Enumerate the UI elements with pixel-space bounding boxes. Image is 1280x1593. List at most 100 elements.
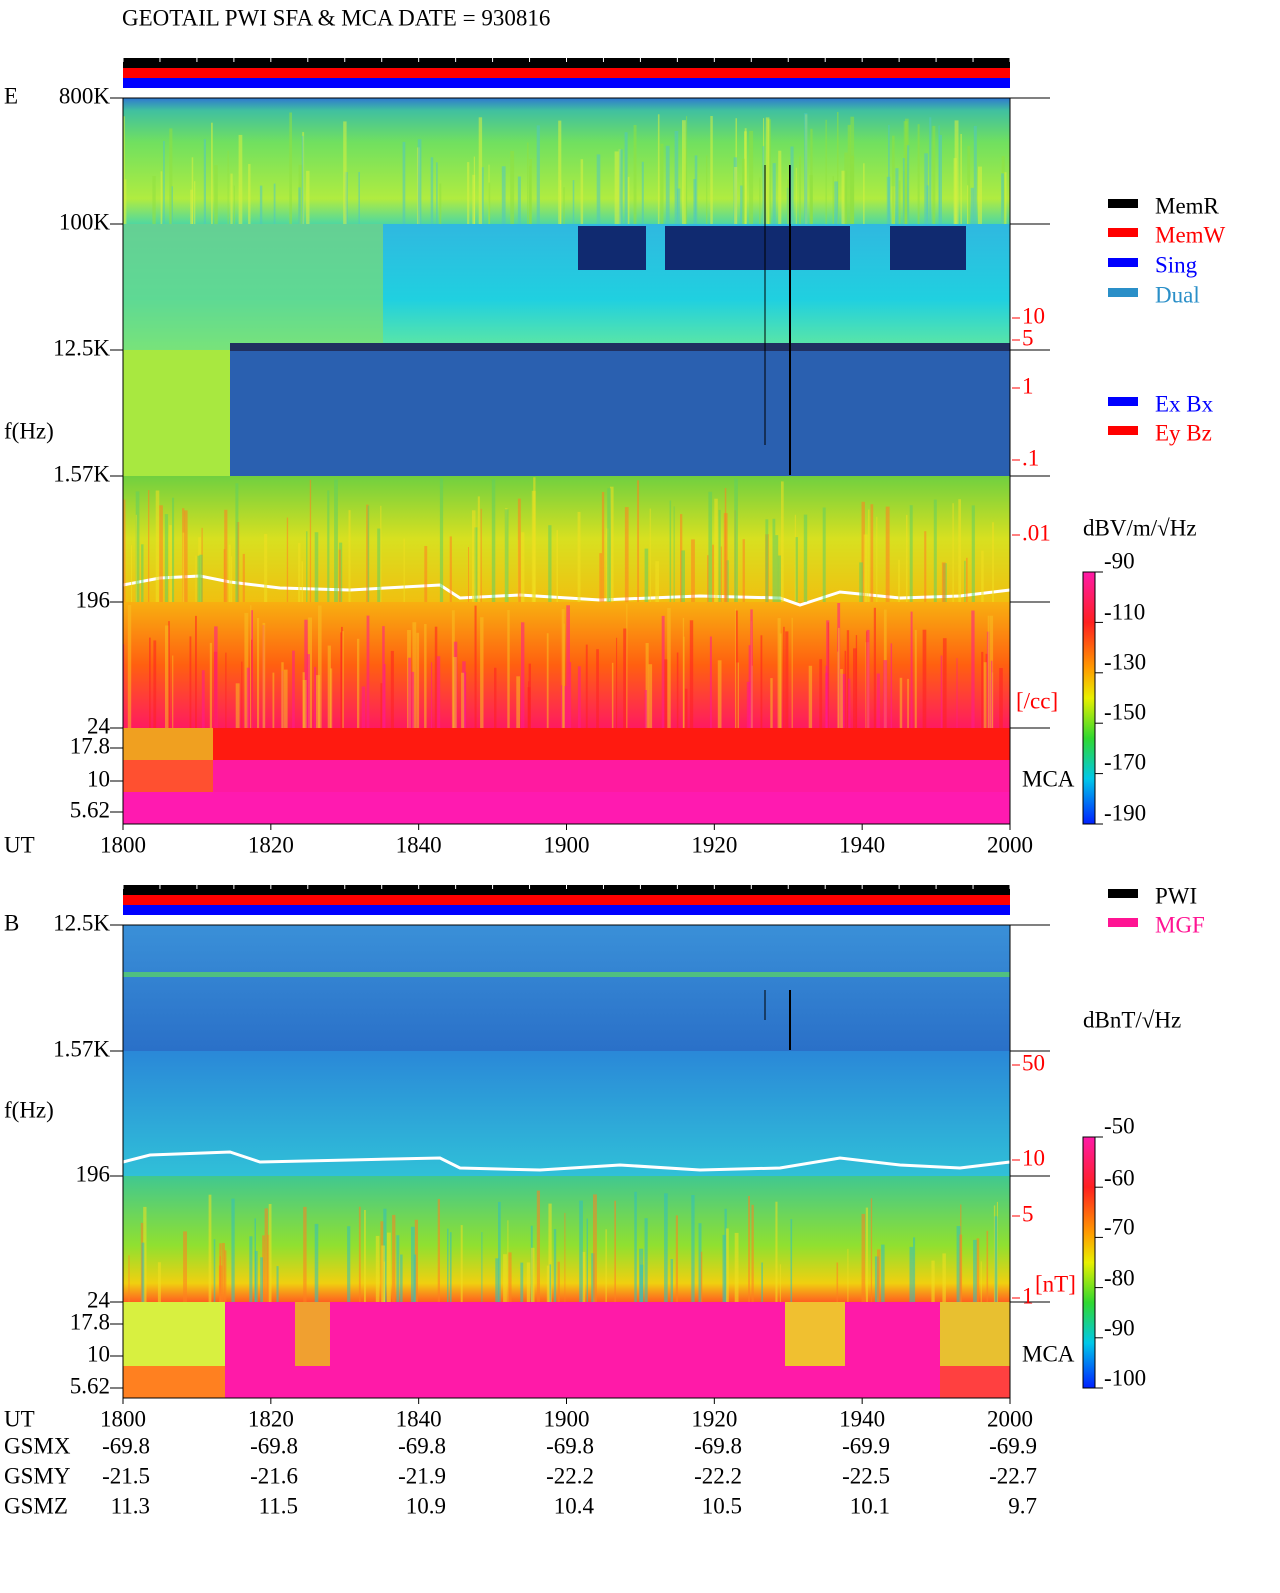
streak — [787, 179, 789, 224]
streak — [127, 605, 132, 728]
freq-tick-label: 12.5K — [53, 335, 110, 360]
streak — [783, 626, 785, 728]
freq-tick-label: 17.8 — [70, 1309, 110, 1334]
streak — [494, 667, 497, 728]
streak — [775, 535, 779, 602]
streak — [461, 672, 465, 728]
streak — [498, 1201, 501, 1302]
legend-label: MemW — [1155, 222, 1226, 247]
streak — [876, 516, 878, 602]
streak — [366, 504, 369, 602]
streak — [474, 605, 477, 728]
streak — [722, 1234, 726, 1302]
streak — [591, 1253, 595, 1302]
streak — [791, 617, 793, 728]
streak — [809, 175, 813, 224]
streak — [933, 499, 937, 602]
streak — [844, 152, 848, 224]
streak — [847, 1248, 849, 1302]
streak — [199, 554, 203, 602]
streak — [536, 125, 540, 224]
ephemeris-value: -22.5 — [842, 1463, 890, 1488]
streak — [929, 117, 932, 224]
streak — [412, 622, 417, 728]
band — [230, 343, 1010, 351]
streak — [507, 610, 510, 728]
streak — [907, 678, 909, 728]
ephemeris-value: 10.1 — [850, 1493, 890, 1518]
streak — [614, 151, 619, 224]
streak — [874, 1256, 879, 1302]
streak — [292, 650, 295, 728]
streak — [660, 143, 664, 224]
time-tick-label: 1900 — [544, 1406, 590, 1431]
streak — [772, 518, 776, 602]
streak — [477, 496, 480, 602]
streak — [195, 555, 197, 602]
streak — [992, 522, 994, 602]
streak — [956, 658, 958, 728]
streak — [250, 605, 252, 728]
streak — [343, 121, 347, 224]
streak — [837, 112, 839, 224]
streak — [772, 163, 776, 224]
streak — [742, 539, 745, 602]
streak — [517, 176, 521, 224]
streak — [942, 1253, 946, 1302]
streak — [981, 651, 984, 728]
streak — [197, 555, 200, 602]
streak — [124, 179, 127, 224]
streak — [341, 626, 343, 728]
streak — [906, 514, 908, 602]
band — [123, 224, 383, 350]
streak — [899, 677, 903, 728]
ephemeris-value: 11.3 — [111, 1493, 150, 1518]
freq-tick-label: 1.57K — [53, 1036, 110, 1061]
streak — [848, 678, 851, 728]
streak — [804, 113, 808, 224]
band — [123, 925, 1010, 1051]
streak — [898, 559, 900, 602]
ephemeris-value: -69.8 — [250, 1433, 298, 1458]
freq-tick-label: 17.8 — [70, 733, 110, 758]
band — [123, 760, 1010, 792]
band — [123, 350, 1010, 476]
streak — [195, 615, 197, 728]
time-tick-label: 1920 — [691, 832, 737, 857]
streak — [338, 549, 341, 602]
legend-label: Sing — [1155, 252, 1198, 277]
ephemeris-value: 10.9 — [406, 1493, 446, 1518]
freq-tick-label: 24 — [87, 713, 111, 738]
streak — [913, 1237, 916, 1302]
streak — [954, 120, 959, 224]
streak — [491, 479, 496, 602]
streak — [885, 506, 890, 602]
streak — [342, 631, 344, 728]
streak — [847, 124, 851, 224]
streak — [301, 561, 303, 602]
streak — [637, 480, 639, 602]
ephemeris-value: -21.9 — [398, 1463, 446, 1488]
streak — [128, 1255, 130, 1302]
streak — [890, 643, 893, 728]
freq-tick-label: 100K — [59, 209, 111, 234]
streak — [235, 683, 240, 728]
legend-label: Dual — [1155, 282, 1200, 307]
streak — [449, 536, 452, 602]
streak — [645, 643, 649, 728]
component-label: B — [4, 910, 19, 935]
streak — [411, 671, 415, 728]
streak — [143, 1206, 147, 1302]
legend-label: Ey Bz — [1155, 420, 1212, 445]
streak — [480, 508, 482, 602]
streak — [182, 532, 185, 602]
streak — [778, 150, 782, 224]
streak — [983, 662, 987, 728]
streak — [836, 1262, 839, 1302]
streak — [958, 499, 961, 602]
streak — [693, 179, 696, 224]
streak — [895, 168, 899, 224]
streak — [627, 176, 630, 224]
streak — [408, 657, 411, 728]
time-tick-label: 1840 — [396, 1406, 442, 1431]
